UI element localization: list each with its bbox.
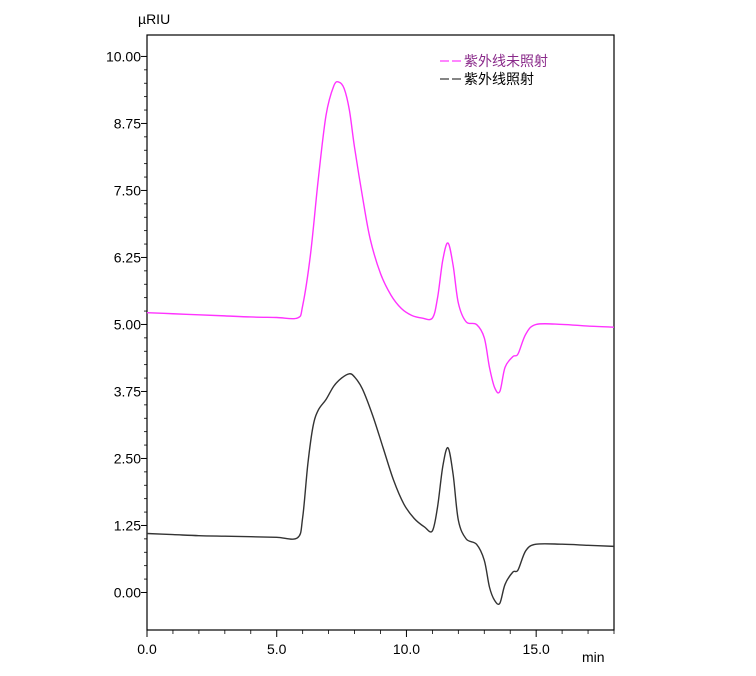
y-tick-label: 7.50 xyxy=(114,182,141,198)
y-tick-label: 5.00 xyxy=(114,316,141,332)
y-tick-label: 8.75 xyxy=(114,115,141,131)
y-axis-label: µRIU xyxy=(138,11,170,27)
x-tick-label: 0.0 xyxy=(137,641,157,657)
series-layer xyxy=(146,81,615,605)
x-tick-label: 5.0 xyxy=(267,641,287,657)
legend-label: 紫外线照射 xyxy=(464,72,534,88)
x-tick-label: 10.0 xyxy=(393,641,420,657)
x-tick-label: 15.0 xyxy=(523,641,550,657)
plot-frame xyxy=(146,34,615,631)
y-tick-label: 6.25 xyxy=(114,249,141,265)
x-axis-label: min xyxy=(582,649,605,665)
y-tick-label: 1.25 xyxy=(114,517,141,533)
series-line-2 xyxy=(146,373,615,605)
y-tick-label: 10.00 xyxy=(106,48,141,64)
legend-label: 紫外线未照射 xyxy=(464,54,548,70)
y-tick-label: 2.50 xyxy=(114,450,141,466)
y-tick-label: 3.75 xyxy=(114,383,141,399)
x-axis-ticks: 0.0 5.0 10.0 15.0 xyxy=(137,630,615,657)
y-tick-label: 0.00 xyxy=(114,584,141,600)
y-axis-ticks: 0.00 1.25 2.50 3.75 5.00 6.25 7.50 8.75 10.00 xyxy=(106,48,147,600)
series-line-1 xyxy=(146,81,615,394)
